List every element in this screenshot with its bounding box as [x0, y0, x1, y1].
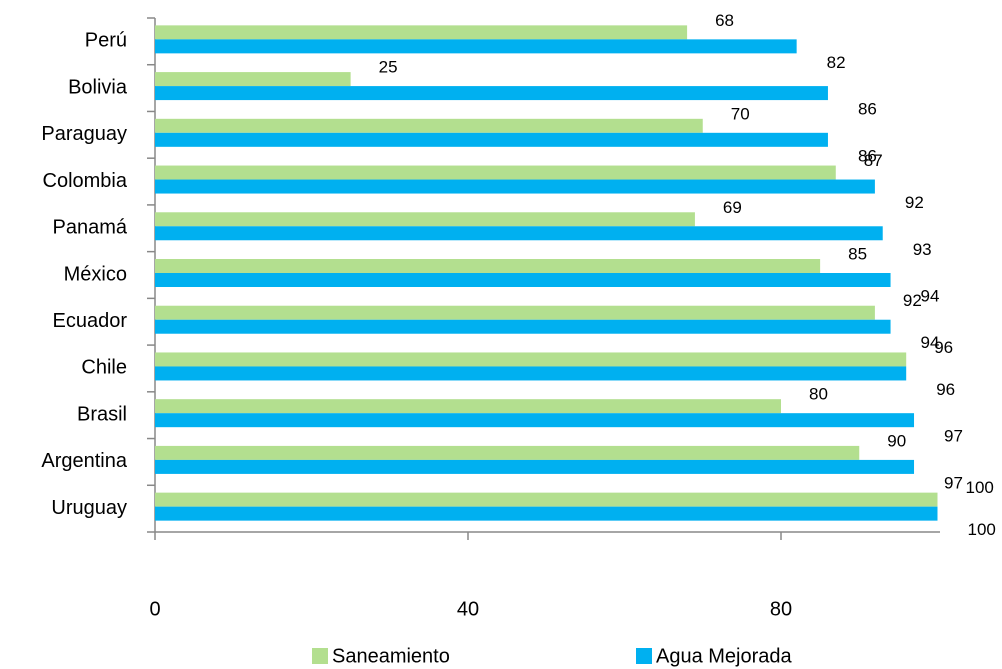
bar	[155, 366, 907, 381]
data-label: 86	[858, 100, 877, 119]
bar	[155, 179, 875, 194]
data-label: 90	[887, 431, 906, 450]
bar	[155, 352, 907, 367]
y-tick-label: Paraguay	[41, 123, 127, 145]
data-label: 100	[966, 478, 994, 497]
bar	[155, 259, 821, 273]
bar	[155, 132, 828, 147]
bar	[155, 305, 875, 320]
data-label: 93	[913, 240, 932, 259]
bar	[155, 86, 828, 101]
bar	[155, 165, 836, 180]
bar	[155, 459, 915, 474]
bar	[155, 25, 688, 40]
x-tick-label: 80	[770, 598, 792, 620]
bar	[155, 445, 860, 460]
bar	[155, 506, 938, 521]
bar	[155, 212, 695, 227]
bar	[155, 319, 891, 334]
data-label: 86	[858, 146, 877, 165]
data-label: 68	[715, 11, 734, 30]
y-tick-label: Perú	[85, 30, 127, 52]
y-tick-label: Ecuador	[53, 310, 128, 332]
bar	[155, 226, 883, 241]
legend-label: Agua Mejorada	[656, 645, 793, 667]
bar	[155, 492, 938, 507]
y-tick-label: Colombia	[43, 170, 128, 192]
bar	[155, 72, 351, 87]
data-label: 85	[848, 244, 867, 263]
data-label: 82	[827, 53, 846, 72]
y-tick-label: Uruguay	[51, 497, 127, 519]
legend-swatch	[636, 648, 652, 664]
x-tick-label: 0	[149, 598, 160, 620]
data-label: 96	[934, 338, 953, 357]
y-tick-label: Brasil	[77, 403, 127, 425]
y-tick-label: Panamá	[53, 217, 128, 239]
data-label: 97	[944, 473, 963, 492]
y-tick-label: Chile	[81, 357, 127, 379]
data-label: 96	[936, 380, 955, 399]
data-label: 94	[921, 333, 940, 352]
data-label: 92	[905, 193, 924, 212]
data-label: 87	[864, 151, 883, 170]
data-label: 92	[903, 291, 922, 310]
data-label: 70	[731, 104, 750, 123]
x-tick-label: 40	[457, 598, 479, 620]
legend-swatch	[312, 648, 328, 664]
y-tick-label: Argentina	[41, 450, 127, 472]
y-tick-label: México	[64, 263, 127, 285]
data-label: 94	[921, 286, 940, 305]
data-label: 80	[809, 385, 828, 404]
y-tick-label: Bolivia	[68, 76, 128, 98]
bar	[155, 39, 797, 54]
bar	[155, 399, 781, 414]
data-label: 97	[944, 427, 963, 446]
bar	[155, 273, 891, 287]
data-label: 25	[379, 58, 398, 77]
bar	[155, 118, 703, 133]
bar	[155, 413, 915, 428]
data-label: 100	[968, 520, 996, 539]
data-label: 69	[723, 198, 742, 217]
legend-label: Saneamiento	[332, 645, 450, 667]
